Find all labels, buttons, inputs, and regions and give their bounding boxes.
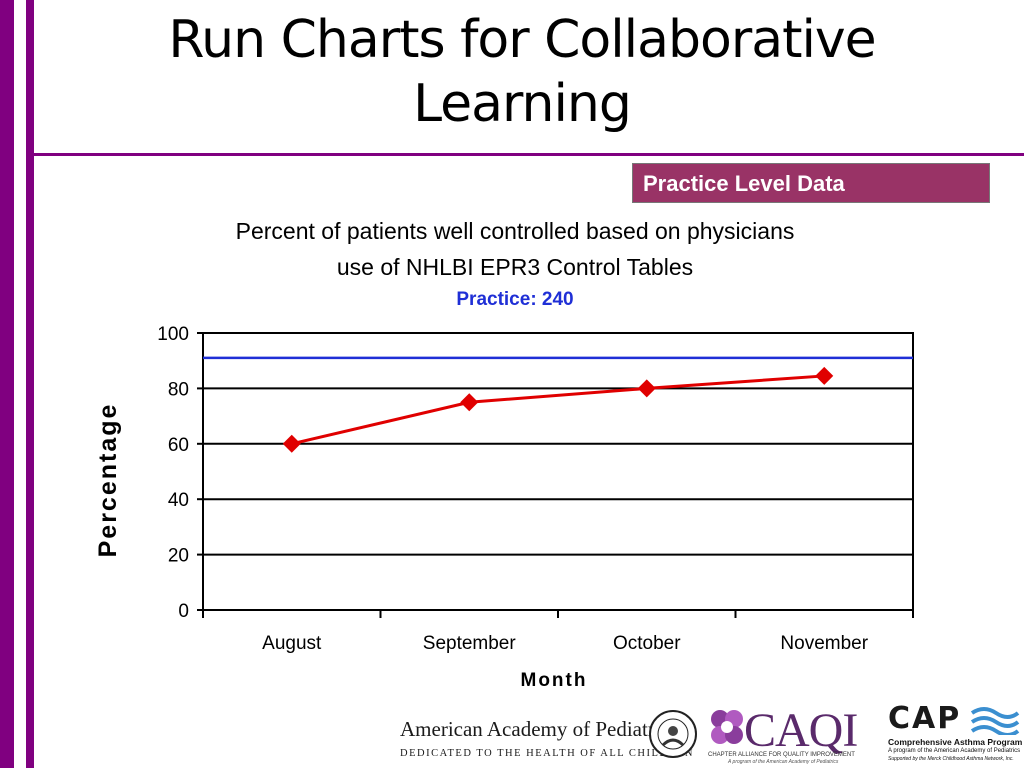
aap-logo: American Academy of Pediatrics DEDICATED…	[400, 717, 694, 759]
cap-subtitle2: A program of the American Academy of Ped…	[888, 748, 1021, 754]
footer-logos: American Academy of Pediatrics DEDICATED…	[390, 701, 1023, 765]
y-tick-label: 60	[168, 435, 189, 456]
chart-title-line2: use of NHLBI EPR3 Control Tables	[336, 254, 694, 280]
aap-seal-icon	[649, 710, 697, 758]
caqi-subtitle: CHAPTER ALLIANCE FOR QUALITY IMPROVEMENT	[708, 752, 855, 758]
caqi-swirl-icon	[711, 710, 743, 744]
title-divider	[34, 153, 1024, 156]
data-point-marker	[637, 379, 656, 398]
data-point-marker	[282, 434, 301, 453]
data-point-marker	[460, 393, 479, 412]
data-point-marker	[815, 366, 834, 385]
slide-title-line2: Learning	[413, 74, 632, 134]
aap-name: American Academy of Pediatrics	[400, 717, 679, 741]
x-tick-label: September	[423, 633, 517, 654]
cap-wordmark: CAP	[888, 701, 962, 736]
y-tick-label: 20	[168, 546, 189, 567]
practice-level-badge: Practice Level Data	[632, 163, 990, 203]
y-tick-label: 40	[168, 490, 189, 511]
aap-tagline: DEDICATED TO THE HEALTH OF ALL CHILDREN	[400, 748, 694, 759]
cap-subtitle: Comprehensive Asthma Program	[888, 737, 1023, 747]
left-accent-line	[26, 0, 34, 768]
caqi-wordmark: CAQI	[744, 704, 858, 757]
caqi-subtitle2: A program of the American Academy of Ped…	[728, 759, 839, 765]
chart-subtitle: Practice: 240	[456, 289, 574, 310]
plot-area	[202, 332, 914, 611]
x-tick-label: August	[262, 633, 322, 654]
slide-title: Run Charts for Collaborative Learning	[40, 8, 1004, 136]
caqi-logo: CAQI CHAPTER ALLIANCE FOR QUALITY IMPROV…	[708, 704, 878, 765]
cap-logo: CAP Comprehensive Asthma Program A progr…	[888, 701, 1023, 765]
x-tick-label: November	[780, 633, 868, 654]
left-accent-bar	[0, 0, 14, 768]
x-tick-label: October	[613, 633, 681, 654]
y-tick-label: 0	[178, 601, 189, 622]
cap-waves-icon	[970, 707, 1020, 735]
x-axis-label: Month	[521, 670, 588, 691]
cap-subtitle3: Supported by the Merck Childhood Asthma …	[888, 756, 1014, 762]
series-line	[291, 374, 825, 446]
y-tick-label: 80	[168, 379, 189, 400]
y-tick-label: 100	[157, 324, 189, 345]
y-axis-label: Percentage	[94, 403, 122, 558]
chart-title-line1: Percent of patients well controlled base…	[235, 218, 795, 244]
slide-title-line1: Run Charts for Collaborative	[168, 10, 876, 70]
